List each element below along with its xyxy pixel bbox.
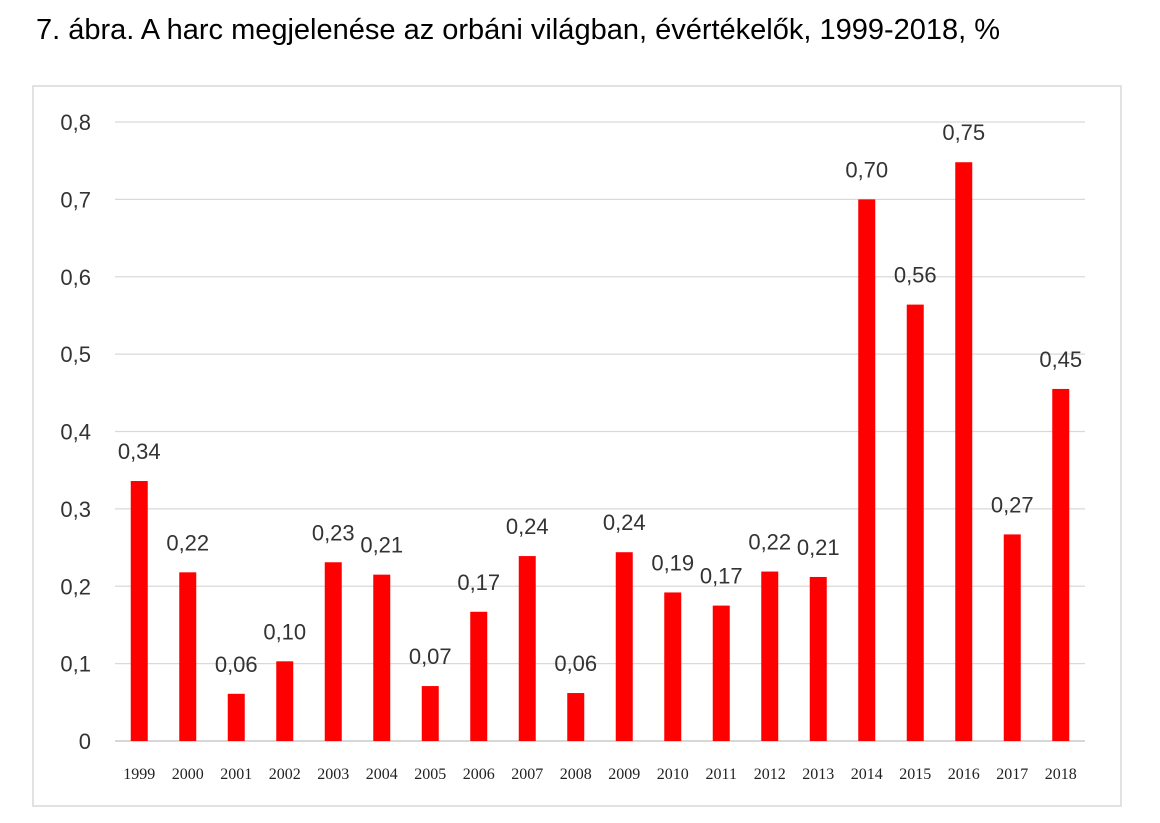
x-tick-label: 2015 xyxy=(899,766,931,783)
bar xyxy=(906,304,924,741)
x-tick-label: 2007 xyxy=(511,766,543,783)
x-tick-label: 1999 xyxy=(123,766,155,783)
bar xyxy=(470,611,488,741)
bar xyxy=(227,693,245,741)
data-label: 0,75 xyxy=(942,120,985,145)
x-tick-label: 2017 xyxy=(996,766,1028,783)
x-tick-label: 2012 xyxy=(754,766,786,783)
x-tick-label: 2003 xyxy=(317,766,349,783)
bar xyxy=(1052,388,1070,741)
data-label: 0,45 xyxy=(1039,347,1082,372)
y-tick-label: 0,2 xyxy=(60,574,91,599)
x-tick-label: 2005 xyxy=(414,766,446,783)
data-label: 0,17 xyxy=(457,570,500,595)
data-label: 0,21 xyxy=(360,533,403,558)
bar xyxy=(809,576,827,741)
x-tick-label: 2014 xyxy=(851,766,883,783)
bar xyxy=(1003,534,1021,741)
data-label: 0,07 xyxy=(409,644,452,669)
bar xyxy=(373,574,391,741)
data-label: 0,10 xyxy=(263,619,306,644)
data-label: 0,70 xyxy=(845,157,888,182)
x-tick-label: 2013 xyxy=(802,766,834,783)
x-tick-label: 2009 xyxy=(608,766,640,783)
bar xyxy=(567,693,585,741)
data-label: 0,22 xyxy=(166,530,209,555)
data-label: 0,06 xyxy=(554,651,597,676)
y-tick-label: 0 xyxy=(79,729,91,754)
bar xyxy=(615,552,633,741)
y-tick-label: 0,8 xyxy=(60,110,91,135)
x-tick-label: 2006 xyxy=(463,766,495,783)
x-tick-label: 2010 xyxy=(657,766,689,783)
y-tick-label: 0,1 xyxy=(60,652,91,677)
y-tick-label: 0,3 xyxy=(60,497,91,522)
chart-title: 7. ábra. A harc megjelenése az orbáni vi… xyxy=(36,14,1001,46)
bar xyxy=(664,592,682,741)
bar xyxy=(276,661,294,741)
data-label: 0,21 xyxy=(797,535,840,560)
bar xyxy=(179,572,197,741)
x-tick-label: 2000 xyxy=(172,766,204,783)
x-tick-label: 2004 xyxy=(366,766,398,783)
y-tick-label: 0,7 xyxy=(60,187,91,212)
y-tick-label: 0,5 xyxy=(60,342,91,367)
bar xyxy=(518,556,536,741)
x-tick-label: 2002 xyxy=(269,766,301,783)
data-label: 0,19 xyxy=(651,550,694,575)
bar xyxy=(712,605,730,741)
data-label: 0,27 xyxy=(991,492,1034,517)
x-tick-label: 2001 xyxy=(220,766,252,783)
x-tick-label: 2018 xyxy=(1045,766,1077,783)
data-label: 0,23 xyxy=(312,520,355,545)
bar xyxy=(955,162,973,742)
x-tick-label: 2008 xyxy=(560,766,592,783)
bar xyxy=(761,571,779,741)
data-label: 0,17 xyxy=(700,564,743,589)
bar xyxy=(130,481,148,741)
bar xyxy=(858,199,876,741)
bar xyxy=(324,562,342,741)
data-label: 0,24 xyxy=(506,514,549,539)
data-label: 0,34 xyxy=(118,439,161,464)
x-tick-label: 2016 xyxy=(948,766,980,783)
data-label: 0,22 xyxy=(748,530,791,555)
y-tick-label: 0,4 xyxy=(60,420,91,445)
bar xyxy=(421,686,439,741)
data-label: 0,06 xyxy=(215,652,258,677)
data-label: 0,24 xyxy=(603,510,646,535)
data-label: 0,56 xyxy=(894,263,937,288)
x-tick-label: 2011 xyxy=(706,766,737,783)
chart-frame xyxy=(32,85,1122,807)
y-tick-label: 0,6 xyxy=(60,265,91,290)
